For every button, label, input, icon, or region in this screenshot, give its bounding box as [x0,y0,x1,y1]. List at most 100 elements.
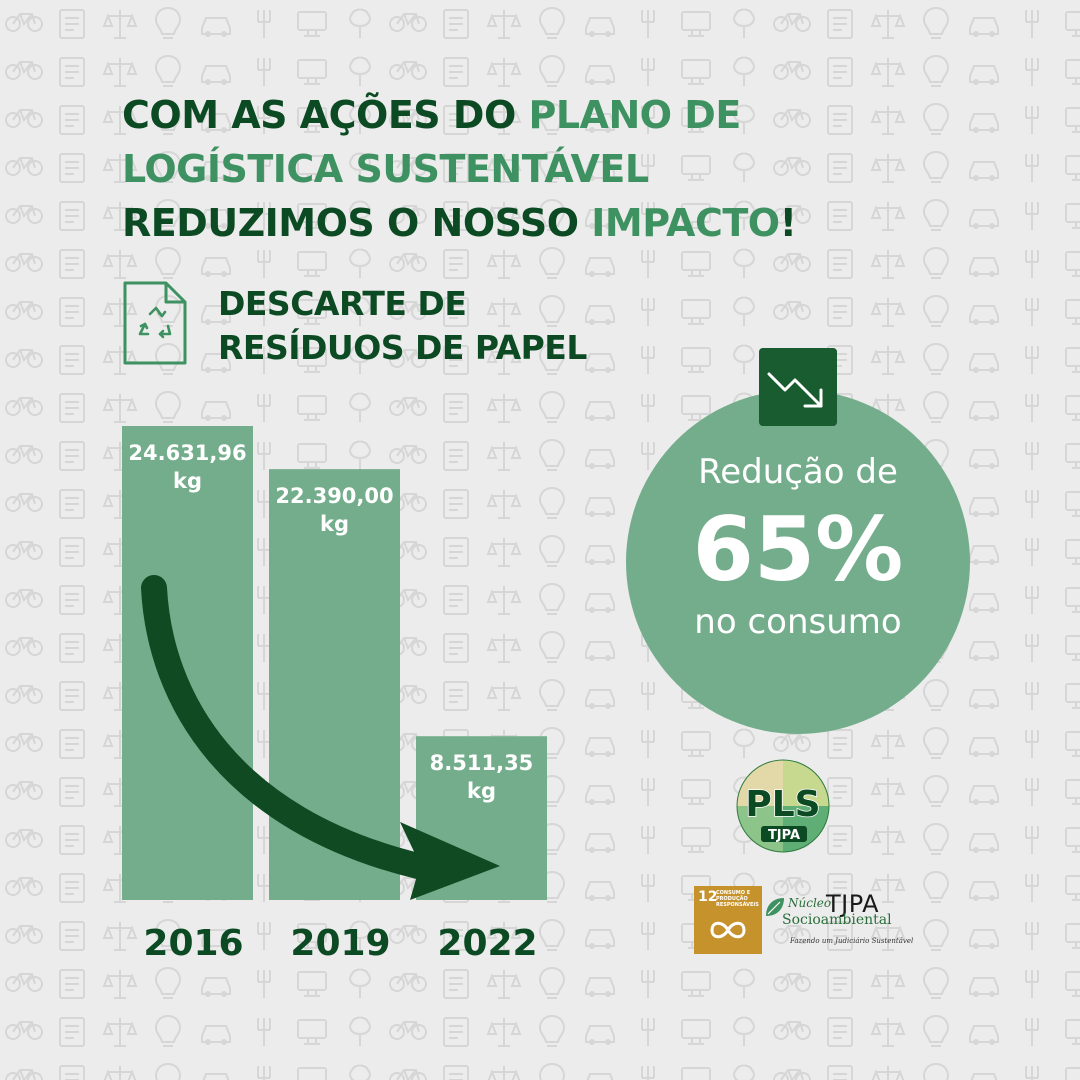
pattern-icon [59,1017,85,1047]
pattern-icon [733,968,755,998]
pattern-icon [1025,154,1039,182]
pattern-icon [443,681,469,711]
pattern-icon [102,442,138,471]
pattern-icon [297,155,327,181]
pattern-icon [59,105,85,135]
pattern-icon [102,106,138,135]
pattern-icon [538,966,566,999]
pattern-icon [102,346,138,375]
pattern-icon [389,301,427,320]
pattern-icon [969,401,999,421]
trend-down-icon [759,348,837,426]
pattern-icon [5,973,43,992]
pattern-icon [585,929,615,949]
pattern-icon [257,442,271,470]
pattern-icon [1065,683,1080,709]
headline-part: COM AS AÇÕES DO [122,93,529,137]
pattern-icon [59,825,85,855]
pattern-icon [681,251,711,277]
pattern-icon [102,58,138,87]
pattern-icon [733,8,755,38]
pattern-icon [827,729,853,759]
pattern-icon [59,681,85,711]
pattern-icon [773,61,811,80]
pattern-icon [389,205,427,224]
pattern-icon [641,778,655,806]
pattern-icon [641,1066,655,1080]
infinity-icon [710,921,746,939]
pattern-icon [389,445,427,464]
pattern-icon [486,634,522,663]
pattern-icon [443,537,469,567]
pattern-icon [641,394,655,422]
pattern-icon [5,925,43,944]
pattern-icon [681,107,711,133]
pattern-icon [443,393,469,423]
pattern-icon [969,929,999,949]
pattern-icon [486,106,522,135]
pattern-icon [585,353,615,373]
pattern-icon [389,1069,427,1080]
pattern-icon [1025,1066,1039,1080]
pattern-icon [297,1019,327,1045]
pattern-icon [257,58,271,86]
pattern-icon [681,731,711,757]
pattern-icon [103,1066,137,1080]
pattern-icon [5,493,43,512]
pattern-icon [1065,923,1080,949]
pattern-icon [827,1065,853,1080]
pattern-icon [154,102,182,135]
pattern-icon [870,154,906,183]
pattern-icon [154,198,182,231]
pattern-icon [969,113,999,133]
pattern-icon [486,490,522,519]
pattern-icon [969,353,999,373]
pattern-icon [585,977,615,997]
pattern-icon [102,970,138,999]
nucleo-name: Socioambiental [782,912,892,928]
pattern-icon [733,152,755,182]
pattern-icon [102,394,138,423]
pattern-icon [538,582,566,615]
pattern-icon [1025,10,1039,38]
pattern-icon [922,246,950,279]
pattern-icon [1025,826,1039,854]
pattern-icon [969,593,999,613]
pattern-icon [1065,155,1080,181]
pattern-icon [1065,779,1080,805]
pattern-icon [297,251,327,277]
pattern-icon [257,346,271,374]
bar-unit-label: kg [173,469,202,493]
pattern-icon [969,65,999,85]
pattern-icon [201,113,231,133]
pattern-icon [443,921,469,951]
pattern-icon [349,1064,371,1080]
pattern-icon [102,634,138,663]
pattern-icon [969,785,999,805]
x-tick-label: 2019 [290,923,390,964]
pattern-icon [969,449,999,469]
pattern-icon [1065,875,1080,901]
pattern-icon [827,153,853,183]
pattern-icon [733,248,755,278]
pattern-icon [59,57,85,87]
pattern-icon [201,929,231,949]
pattern-icon [773,877,811,896]
bar-2016 [122,426,253,900]
bar-chart: 24.631,96 kg 2016 22.390,00 kg 2019 8.511,35 kg… [122,426,547,964]
pattern-icon [585,257,615,277]
pattern-icon [585,161,615,181]
pattern-icon [1025,682,1039,710]
pattern-icon [641,730,655,758]
pattern-icon [538,294,566,327]
pattern-icon [585,497,615,517]
pattern-icon [681,203,711,229]
pattern-icon [257,1018,271,1046]
pattern-icon [1025,538,1039,566]
pattern-icon [5,253,43,272]
pattern-icon [5,589,43,608]
pattern-icon [585,1025,615,1045]
pattern-icon [969,881,999,901]
pattern-icon [486,202,522,231]
